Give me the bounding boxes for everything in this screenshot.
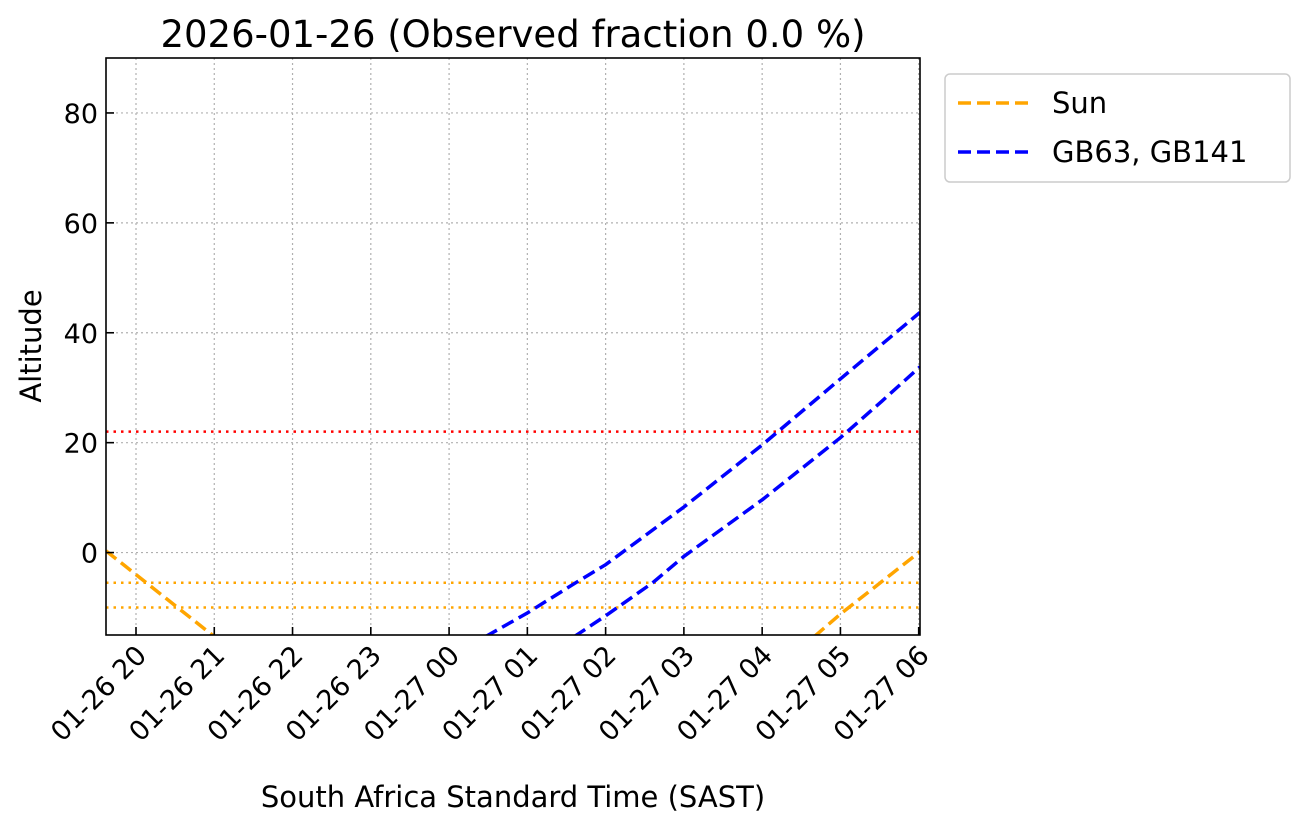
legend: Sun GB63, GB141 [944,73,1291,183]
reference-lines [106,430,920,609]
series-line-sun [813,550,920,635]
legend-label-sun: Sun [1052,86,1107,120]
y-tick-label: 20 [64,429,98,460]
chart-title: 2026-01-26 (Observed fraction 0.0 %) [160,13,865,56]
series-line-sun [106,549,216,635]
plot-frame [105,57,921,636]
legend-label-targets: GB63, GB141 [1052,135,1247,169]
y-tick-label: 0 [81,539,98,570]
y-tick-label: 40 [64,319,98,350]
grid [106,58,920,635]
y-tick-label: 80 [64,99,98,130]
series-line-gb63-gb141 [484,311,920,635]
series-line-gb63-gb141 [573,365,920,635]
y-tick-label: 60 [64,209,98,240]
series-group [106,311,920,635]
x-axis-label: South Africa Standard Time (SAST) [261,780,765,814]
y-axis-label: Altitude [14,289,48,402]
legend-box [944,73,1291,183]
